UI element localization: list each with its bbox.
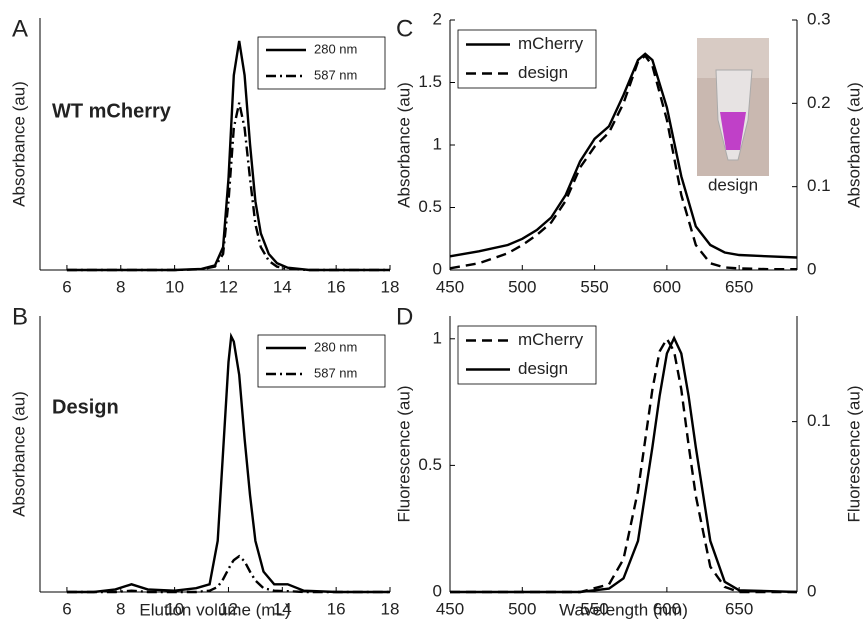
annotation: Design [52,396,119,418]
panel-label: C [396,15,413,42]
legend-label: 280 nm [314,339,357,354]
x-tick-label: 550 [580,277,608,296]
y-axis-label: Absorbance (au) [394,82,413,208]
panel-label: D [396,303,413,330]
x-tick-label: 18 [381,599,400,618]
legend-box [257,334,386,388]
y2-tick-label: 0.2 [807,93,831,112]
legend-label: 587 nm [314,365,357,380]
y-axis-label: Absorbance (au) [9,81,28,207]
y-tick-label: 0.5 [418,455,442,474]
y2-tick-label: 0.1 [807,411,831,430]
x-tick-label: 6 [62,599,71,618]
y-tick-label: 1 [433,134,442,153]
x-tick-label: 18 [381,277,400,296]
panel-label: B [12,303,28,330]
x-tick-label: 14 [273,599,292,618]
x-tick-label: 10 [165,599,184,618]
x-tick-label: 600 [653,599,681,618]
y-tick-label: 0 [433,581,442,600]
panel-label: A [12,15,28,42]
y2-tick-label: 0 [807,581,816,600]
legend-box [457,29,597,89]
y2-tick-label: 0.3 [807,9,831,28]
legend-box [457,325,597,385]
x-tick-label: 450 [436,277,464,296]
legend-label: mCherry [518,34,584,53]
x-tick-label: 650 [725,277,753,296]
y-tick-label: 1.5 [418,72,442,91]
x-tick-label: 500 [508,599,536,618]
x-tick-label: 14 [273,277,292,296]
y2-tick-label: 0 [807,259,816,278]
series-line [66,102,390,272]
legend-label: design [518,63,568,82]
y-axis-label: Fluorescence (au) [394,385,413,522]
annotation: design [708,175,758,194]
y-tick-label: 0 [433,259,442,278]
x-tick-label: 16 [327,277,346,296]
x-tick-label: 550 [580,599,608,618]
series-line [449,52,798,259]
x-tick-label: 10 [165,277,184,296]
x-tick-label: 650 [725,599,753,618]
x-tick-label: 8 [116,599,125,618]
x-tick-label: 500 [508,277,536,296]
x-axis-label: Wavelength (nm) [559,600,688,619]
series-line [66,554,390,594]
series-line [449,54,797,271]
y2-axis-label: Fluorescence (au) [844,385,863,522]
y2-axis-label: Absorbance (au) [844,82,863,208]
legend-label: 280 nm [314,41,357,56]
x-tick-label: 6 [62,277,71,296]
annotation: WT mCherry [52,100,172,122]
y-axis-label: Absorbance (au) [9,391,28,517]
legend-box [257,36,386,90]
x-tick-label: 600 [653,277,681,296]
series-line [450,335,798,594]
x-axis-label: Elution volume (mL) [139,600,290,619]
y-tick-label: 0.5 [418,197,442,216]
series-line [66,332,390,594]
legend-label: mCherry [518,330,584,349]
y-tick-label: 2 [433,9,442,28]
x-tick-label: 12 [219,277,238,296]
y-tick-label: 1 [433,328,442,347]
legend-label: 587 nm [314,67,357,82]
y2-tick-label: 0.1 [807,176,831,195]
inset-photo [697,38,769,176]
x-tick-label: 8 [116,277,125,296]
x-tick-label: 450 [436,599,464,618]
x-tick-label: 16 [327,599,346,618]
legend-label: design [518,359,568,378]
x-tick-label: 12 [219,599,238,618]
